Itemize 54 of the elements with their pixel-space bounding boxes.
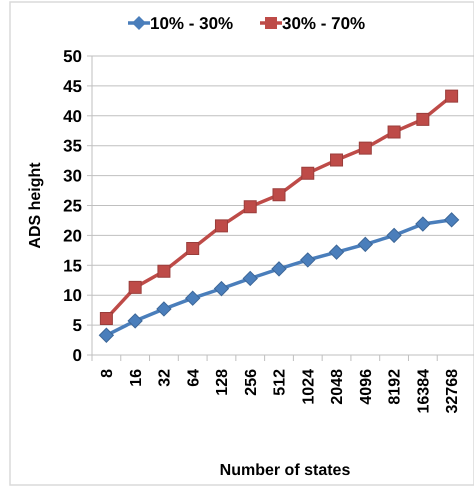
x-tick-label: 512 — [272, 368, 289, 396]
point — [156, 301, 172, 316]
x-tick-label: 16 — [128, 368, 145, 387]
point — [214, 219, 228, 232]
point — [358, 236, 373, 252]
point — [330, 154, 344, 167]
x-tick-label: 2048 — [329, 368, 346, 405]
point — [128, 280, 142, 294]
point — [186, 242, 200, 256]
x-axis-title: Number of states — [220, 462, 350, 479]
point — [415, 216, 430, 232]
point — [157, 264, 170, 278]
point — [388, 125, 401, 138]
point — [272, 261, 286, 276]
point — [358, 142, 372, 155]
x-tick-label: 4096 — [358, 368, 375, 405]
point — [185, 290, 200, 306]
y-tick-label: 50 — [63, 46, 82, 66]
point — [242, 270, 258, 286]
y-tick-label: 30 — [63, 166, 82, 186]
y-axis-title: ADS height — [27, 162, 44, 249]
y-tick-label: 20 — [63, 226, 82, 246]
x-tick-label: 32 — [156, 368, 174, 387]
point — [329, 244, 344, 260]
point — [444, 212, 460, 228]
y-tick-label: 45 — [63, 76, 82, 96]
x-tick-label: 64 — [185, 368, 202, 387]
point — [98, 328, 114, 343]
y-tick-label: 25 — [63, 196, 82, 216]
x-tick-label: 16384 — [415, 368, 432, 414]
legend-label: 30% - 70% — [282, 14, 366, 33]
point — [445, 90, 458, 103]
y-tick-label: 40 — [63, 106, 82, 126]
point — [416, 112, 430, 126]
point — [128, 313, 143, 328]
y-tick-label: 0 — [72, 346, 82, 365]
x-tick-label: 256 — [242, 368, 260, 396]
point — [301, 166, 314, 180]
point — [244, 200, 257, 214]
y-tick-label: 15 — [63, 256, 82, 276]
point — [300, 252, 316, 268]
y-tick-label: 35 — [63, 136, 82, 156]
point — [214, 281, 229, 296]
x-tick-label: 1024 — [300, 368, 318, 405]
y-tick-label: 5 — [72, 316, 82, 336]
point — [272, 188, 286, 202]
point — [100, 312, 113, 326]
y-tick-label: 10 — [63, 286, 82, 306]
x-tick-label: 128 — [214, 368, 232, 396]
x-tick-label: 32768 — [444, 368, 462, 414]
x-tick-label: 8 — [98, 368, 116, 378]
legend-label: 10% - 30% — [150, 14, 234, 33]
point — [386, 228, 402, 243]
x-tick-label: 8192 — [386, 368, 404, 405]
